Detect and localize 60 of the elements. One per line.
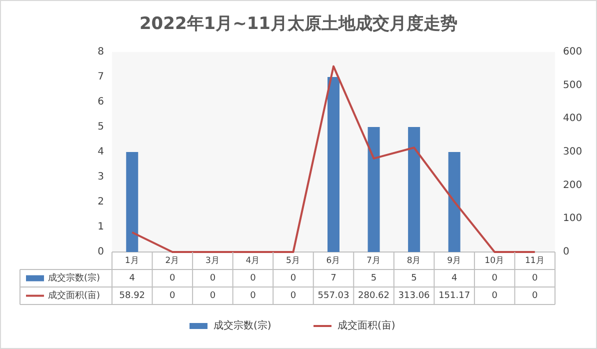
x-tick-label: 1月	[124, 256, 140, 266]
y2-tick-label: 300	[563, 146, 582, 158]
y-tick-label: 7	[98, 72, 104, 82]
data-label: 0	[210, 273, 216, 284]
line-series	[131, 65, 536, 253]
data-label: 5	[370, 273, 377, 284]
y2-tick-label: 600	[563, 46, 582, 58]
data-label: 0	[250, 273, 256, 284]
bar	[408, 127, 420, 252]
bar	[126, 152, 138, 252]
data-label: 7	[330, 273, 336, 284]
data-label: 5	[411, 273, 417, 284]
data-label: 0	[290, 290, 296, 301]
data-label: 0	[492, 290, 498, 301]
y-tick-label: 0	[98, 246, 104, 258]
x-tick-label: 6月	[326, 256, 341, 266]
data-label: 557.03	[318, 290, 350, 301]
x-tick-label: 2月	[165, 256, 180, 266]
y-tick-label: 5	[98, 122, 104, 132]
x-tick-label: 9月	[447, 256, 462, 266]
data-label: 58.92	[119, 290, 146, 301]
y-tick-label: 3	[98, 172, 104, 182]
x-tick-label: 7月	[366, 256, 381, 266]
text: 成交宗数(宗)	[214, 320, 272, 332]
y2-tick-label: 500	[563, 80, 582, 91]
y-tick-label: 2	[98, 196, 104, 208]
y2-tick-label: 100	[563, 213, 582, 224]
y-tick-label: 6	[98, 96, 104, 108]
x-tick-label: 5月	[286, 256, 300, 266]
legend-label: 成交宗数(宗)	[48, 272, 100, 284]
y-tick-label: 4	[98, 146, 104, 158]
data-label: 0	[210, 290, 216, 301]
data-label: 151.17	[438, 290, 470, 301]
y-tick-label: 8	[98, 46, 104, 58]
y2-tick-label: 0	[563, 246, 570, 258]
data-label: 0	[250, 290, 256, 301]
data-label: 0	[492, 273, 498, 284]
data-label: 0	[532, 273, 538, 284]
data-label: 313.06	[398, 290, 430, 301]
data-label: 0	[170, 290, 176, 301]
data-label: 4	[129, 273, 136, 284]
x-tick-label: 10月	[484, 256, 505, 266]
y2-tick-label: 400	[563, 113, 582, 124]
chart-title: 2022年1月~11月太原土地成交月度走势	[139, 14, 458, 34]
data-label: 0	[170, 273, 176, 284]
x-tick-label: 11月	[524, 256, 545, 266]
data-label: 0	[290, 273, 296, 284]
bar	[448, 152, 460, 252]
data-label: 0	[532, 290, 538, 301]
text: 成交面积(亩)	[338, 320, 396, 332]
x-tick-label: 4月	[246, 256, 260, 266]
bar	[328, 77, 340, 252]
legend-label: 成交面积(亩)	[48, 290, 100, 301]
y-tick-label: 1	[98, 222, 104, 232]
x-tick-label: 3月	[205, 256, 220, 266]
y2-tick-label: 200	[563, 180, 582, 191]
data-label: 280.62	[358, 290, 390, 301]
x-tick-label: 8月	[406, 256, 422, 266]
data-label: 4	[451, 273, 458, 284]
bar	[368, 127, 380, 252]
